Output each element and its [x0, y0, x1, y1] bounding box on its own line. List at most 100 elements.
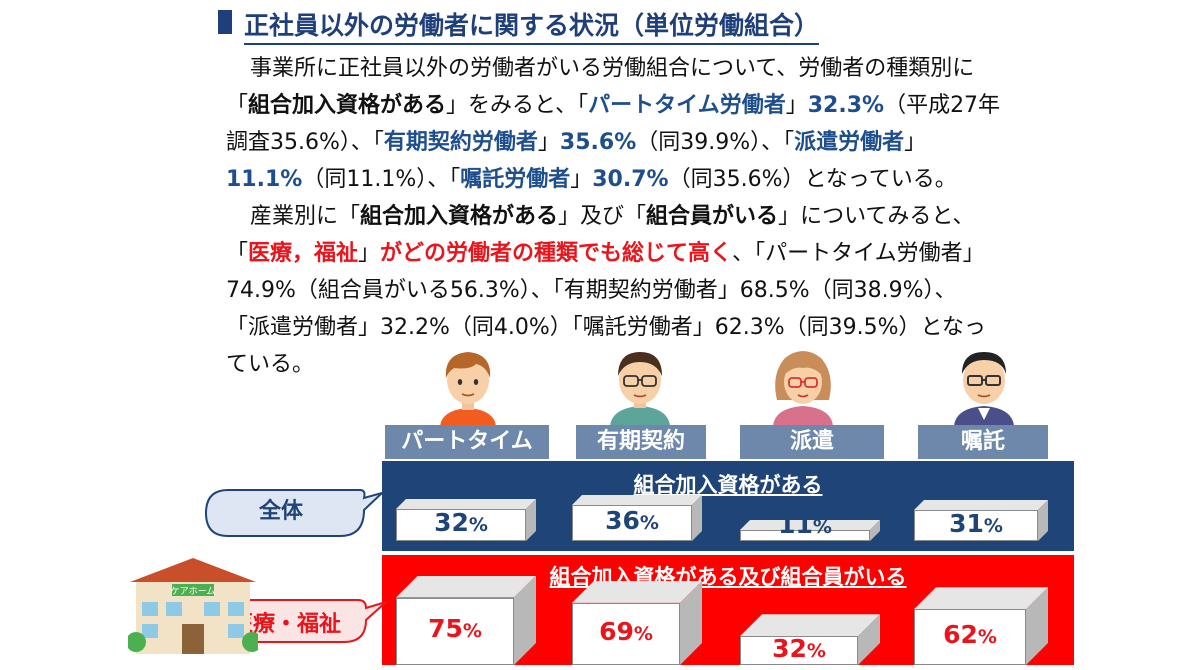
- value-number: 75: [428, 614, 463, 644]
- box-face: [914, 510, 1038, 541]
- highlight-value: 35.6%: [559, 130, 637, 155]
- summary-paragraph-1: 事業所に正社員以外の労働者がいる労働組合について、労働者の種類別に 「組合加入資…: [226, 50, 1176, 198]
- text: 調査35.6%）、「: [226, 130, 384, 155]
- bold-text: 組合加入資格がある: [248, 93, 447, 118]
- overall-band-title: 組合加入資格がある: [633, 473, 823, 497]
- contract-worker-icon: [954, 352, 1014, 426]
- care-home-building-icon: ケアホーム: [128, 558, 258, 654]
- health-value-label: 75%: [396, 615, 514, 645]
- box-face: [740, 530, 870, 541]
- percent-sign: %: [812, 516, 832, 538]
- text-line: 産業別に「組合加入資格がある」及び「組合員がいる」についてみると、: [226, 198, 1176, 235]
- text-line: 調査35.6%）、「有期契約労働者」35.6%（同39.9%）、「派遣労働者」: [226, 124, 1176, 161]
- text-line: 74.9%（組合員がいる56.3%）、「有期契約労働者」68.5%（同38.9%…: [226, 272, 1176, 309]
- text: 74.9%（組合員がいる56.3%）、「有期契約労働者」68.5%（同38.9%…: [226, 278, 957, 303]
- highlight-value: 30.7%: [592, 167, 669, 192]
- text: 」: [785, 93, 808, 118]
- tab-dispatched: 派遣: [740, 425, 884, 459]
- value-number: 69: [599, 616, 634, 646]
- box-side: [526, 499, 536, 541]
- text: 」: [537, 130, 560, 155]
- highlight-value: 32.3%: [807, 93, 885, 118]
- overall-value-box: 32%: [396, 499, 536, 541]
- dispatched-worker-icon: [773, 351, 833, 426]
- title-text: 正社員以外の労働者に関する状況（単位労働組合）: [244, 6, 820, 45]
- health-value-box: 62%: [914, 587, 1048, 665]
- title-marker: [218, 10, 232, 34]
- value-number: 62: [943, 620, 978, 650]
- overall-value-box: 36%: [572, 495, 702, 541]
- text: 産業別に「: [250, 204, 361, 229]
- box-top: [572, 495, 702, 505]
- box-side: [514, 575, 536, 665]
- text: ている。: [226, 352, 315, 377]
- text-line: 事業所に正社員以外の労働者がいる労働組合について、労働者の種類別に: [226, 50, 1176, 87]
- health-value-label: 69%: [572, 616, 680, 648]
- text: （同35.6%）となっている。: [668, 167, 957, 192]
- box-top: [572, 580, 702, 603]
- box-top: [396, 575, 536, 598]
- text: （同11.1%）、「: [302, 167, 461, 192]
- highlight-text: 派遣労働者: [794, 130, 905, 155]
- overall-value-label: 31%: [914, 509, 1038, 540]
- text: 事業所に正社員以外の労働者がいる労働組合について、労働者の種類別に: [250, 56, 975, 81]
- highlight-value: 11.1%: [226, 167, 303, 192]
- box-face: [396, 597, 514, 665]
- percent-sign: %: [806, 639, 826, 662]
- highlight-text: 有期契約労働者: [383, 130, 538, 155]
- box-face: [572, 505, 692, 541]
- text-line: 「医療，福祉」がどの労働者の種類でも総じて高く、「パートタイム労働者」: [226, 235, 1176, 272]
- text: （同39.9%）、「: [636, 130, 795, 155]
- box-top: [914, 500, 1048, 510]
- overall-value-box: 11%: [740, 511, 880, 541]
- value-number: 32: [434, 508, 469, 537]
- box-face: [572, 602, 680, 665]
- text-line: 「派遣労働者」32.2%（同4.0%）「嘱託労働者」62.3%（同39.5%）と…: [226, 309, 1176, 346]
- text: 」: [358, 241, 381, 266]
- summary-paragraph-2: 産業別に「組合加入資格がある」及び「組合員がいる」についてみると、 「医療，福祉…: [226, 198, 1176, 383]
- box-top: [740, 614, 880, 637]
- page-title: 正社員以外の労働者に関する状況（単位労働組合）: [218, 6, 918, 45]
- text-line: ている。: [226, 346, 1176, 383]
- tab-contract: 嘱託: [918, 425, 1048, 459]
- overall-band: 組合加入資格がある 32% 36% 11% 31%: [382, 461, 1074, 551]
- building-sign: ケアホーム: [171, 586, 216, 597]
- box-face: [396, 509, 526, 541]
- text: 「: [226, 93, 249, 118]
- value-number: 11: [778, 510, 813, 539]
- box-top: [396, 499, 536, 509]
- health-value-box: 69%: [572, 580, 702, 665]
- tab-part-time: パートタイム: [385, 425, 549, 459]
- health-value-box: 32%: [740, 614, 880, 665]
- text-line: 「組合加入資格がある」をみると、「パートタイム労働者」32.3%（平成27年: [226, 87, 1176, 124]
- fixed-term-worker-icon: [610, 352, 670, 426]
- text: 」: [570, 167, 593, 192]
- percent-sign: %: [468, 514, 488, 536]
- tab-fixed-term: 有期契約: [576, 425, 706, 459]
- red-highlight-text: がどの労働者の種類でも総じて高く: [380, 241, 733, 266]
- box-side: [680, 580, 702, 665]
- bold-text: 組合加入資格がある: [360, 204, 559, 229]
- box-side: [1038, 500, 1048, 541]
- text: 」についてみると、: [778, 204, 975, 229]
- overall-value-box: 31%: [914, 500, 1048, 541]
- text: 、「パートタイム労働者」: [732, 241, 985, 266]
- box-top: [740, 520, 880, 530]
- text: 」をみると、「: [446, 93, 589, 118]
- red-highlight-text: 医療，福祉: [248, 241, 359, 266]
- overall-value-label: 36%: [572, 507, 692, 537]
- health-value-label: 62%: [914, 621, 1026, 651]
- health-value-box: 75%: [396, 575, 536, 665]
- text-line: 11.1%（同11.1%）、「嘱託労働者」30.7%（同35.6%）となっている…: [226, 161, 1176, 198]
- overall-value-label: 32%: [396, 509, 526, 539]
- percent-sign: %: [639, 512, 659, 534]
- bold-text: 組合員がいる: [646, 204, 779, 229]
- text: 「: [226, 241, 249, 266]
- overall-callout: [204, 489, 383, 537]
- text: （平成27年: [884, 93, 1001, 118]
- box-face: [740, 636, 858, 665]
- overall-label: 全体: [258, 499, 303, 524]
- highlight-text: パートタイム労働者: [588, 93, 786, 118]
- box-face: [914, 609, 1026, 665]
- highlight-text: 嘱託労働者: [460, 167, 571, 192]
